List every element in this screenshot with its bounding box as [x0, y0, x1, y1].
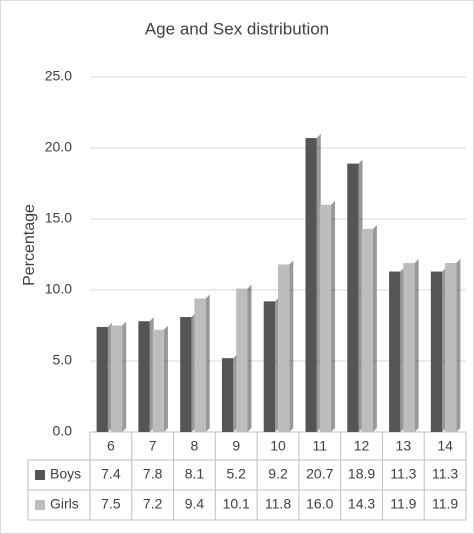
y-tick-label: 20.0	[45, 139, 72, 155]
table-value: 11.9	[390, 496, 416, 512]
bar	[138, 321, 150, 432]
y-tick-label: 25.0	[45, 68, 72, 84]
table-value: 11.8	[265, 496, 291, 512]
bar	[263, 301, 275, 432]
table-value: 5.2	[226, 466, 246, 482]
bar	[221, 358, 234, 432]
bar	[194, 298, 206, 432]
legend-label: Boys	[50, 466, 81, 482]
y-tick-label: 10.0	[45, 281, 72, 297]
bar-side	[372, 224, 377, 432]
table-value: 8.1	[185, 466, 205, 482]
legend-swatch	[35, 470, 45, 480]
table-value: 7.2	[143, 496, 163, 512]
x-tick-label: 6	[107, 438, 115, 454]
bar-side	[205, 294, 210, 432]
bar	[445, 263, 457, 432]
y-tick-label: 15.0	[45, 210, 72, 226]
bar-side	[414, 259, 419, 432]
x-tick-label: 9	[232, 438, 240, 454]
legend-label: Girls	[50, 496, 79, 512]
bar-side	[163, 325, 168, 432]
bar	[305, 138, 317, 432]
bar	[430, 271, 443, 432]
y-tick-label: 0.0	[53, 423, 73, 439]
table-value: 7.4	[101, 466, 121, 482]
table-value: 11.9	[432, 496, 458, 512]
table-value: 10.1	[223, 496, 250, 512]
bar	[180, 316, 192, 432]
x-tick-label: 7	[149, 438, 157, 454]
bar	[389, 271, 401, 432]
table-value: 11.3	[432, 466, 458, 482]
y-axis-label: Percentage	[21, 204, 38, 286]
table-value: 20.7	[306, 466, 333, 482]
x-tick-label: 13	[396, 438, 412, 454]
bar	[347, 163, 359, 432]
bar	[110, 325, 123, 432]
table-value: 16.0	[306, 496, 333, 512]
bar-side	[247, 284, 252, 432]
table-value: 11.3	[390, 466, 416, 482]
table-value: 7.8	[143, 466, 163, 482]
bar	[96, 326, 108, 432]
table-value: 18.9	[348, 466, 375, 482]
bar	[152, 329, 164, 432]
bar-side	[122, 321, 127, 432]
table-value: 9.2	[268, 466, 288, 482]
bar-side	[456, 259, 461, 432]
bar	[236, 288, 248, 432]
bar-side	[331, 200, 336, 432]
bar	[361, 228, 373, 432]
x-tick-label: 11	[313, 438, 328, 454]
bar	[403, 263, 415, 432]
bar	[278, 264, 290, 432]
x-tick-label: 12	[354, 438, 370, 454]
bar-side	[289, 260, 294, 432]
x-tick-label: 10	[270, 438, 286, 454]
bar	[319, 204, 332, 432]
chart-title: Age and Sex distribution	[145, 19, 329, 38]
table-value: 7.5	[101, 496, 121, 512]
table-value: 9.4	[185, 496, 205, 512]
x-tick-label: 8	[191, 438, 199, 454]
y-tick-label: 5.0	[53, 352, 73, 368]
legend-swatch	[35, 500, 45, 510]
table-value: 14.3	[348, 496, 375, 512]
x-tick-label: 14	[437, 438, 453, 454]
